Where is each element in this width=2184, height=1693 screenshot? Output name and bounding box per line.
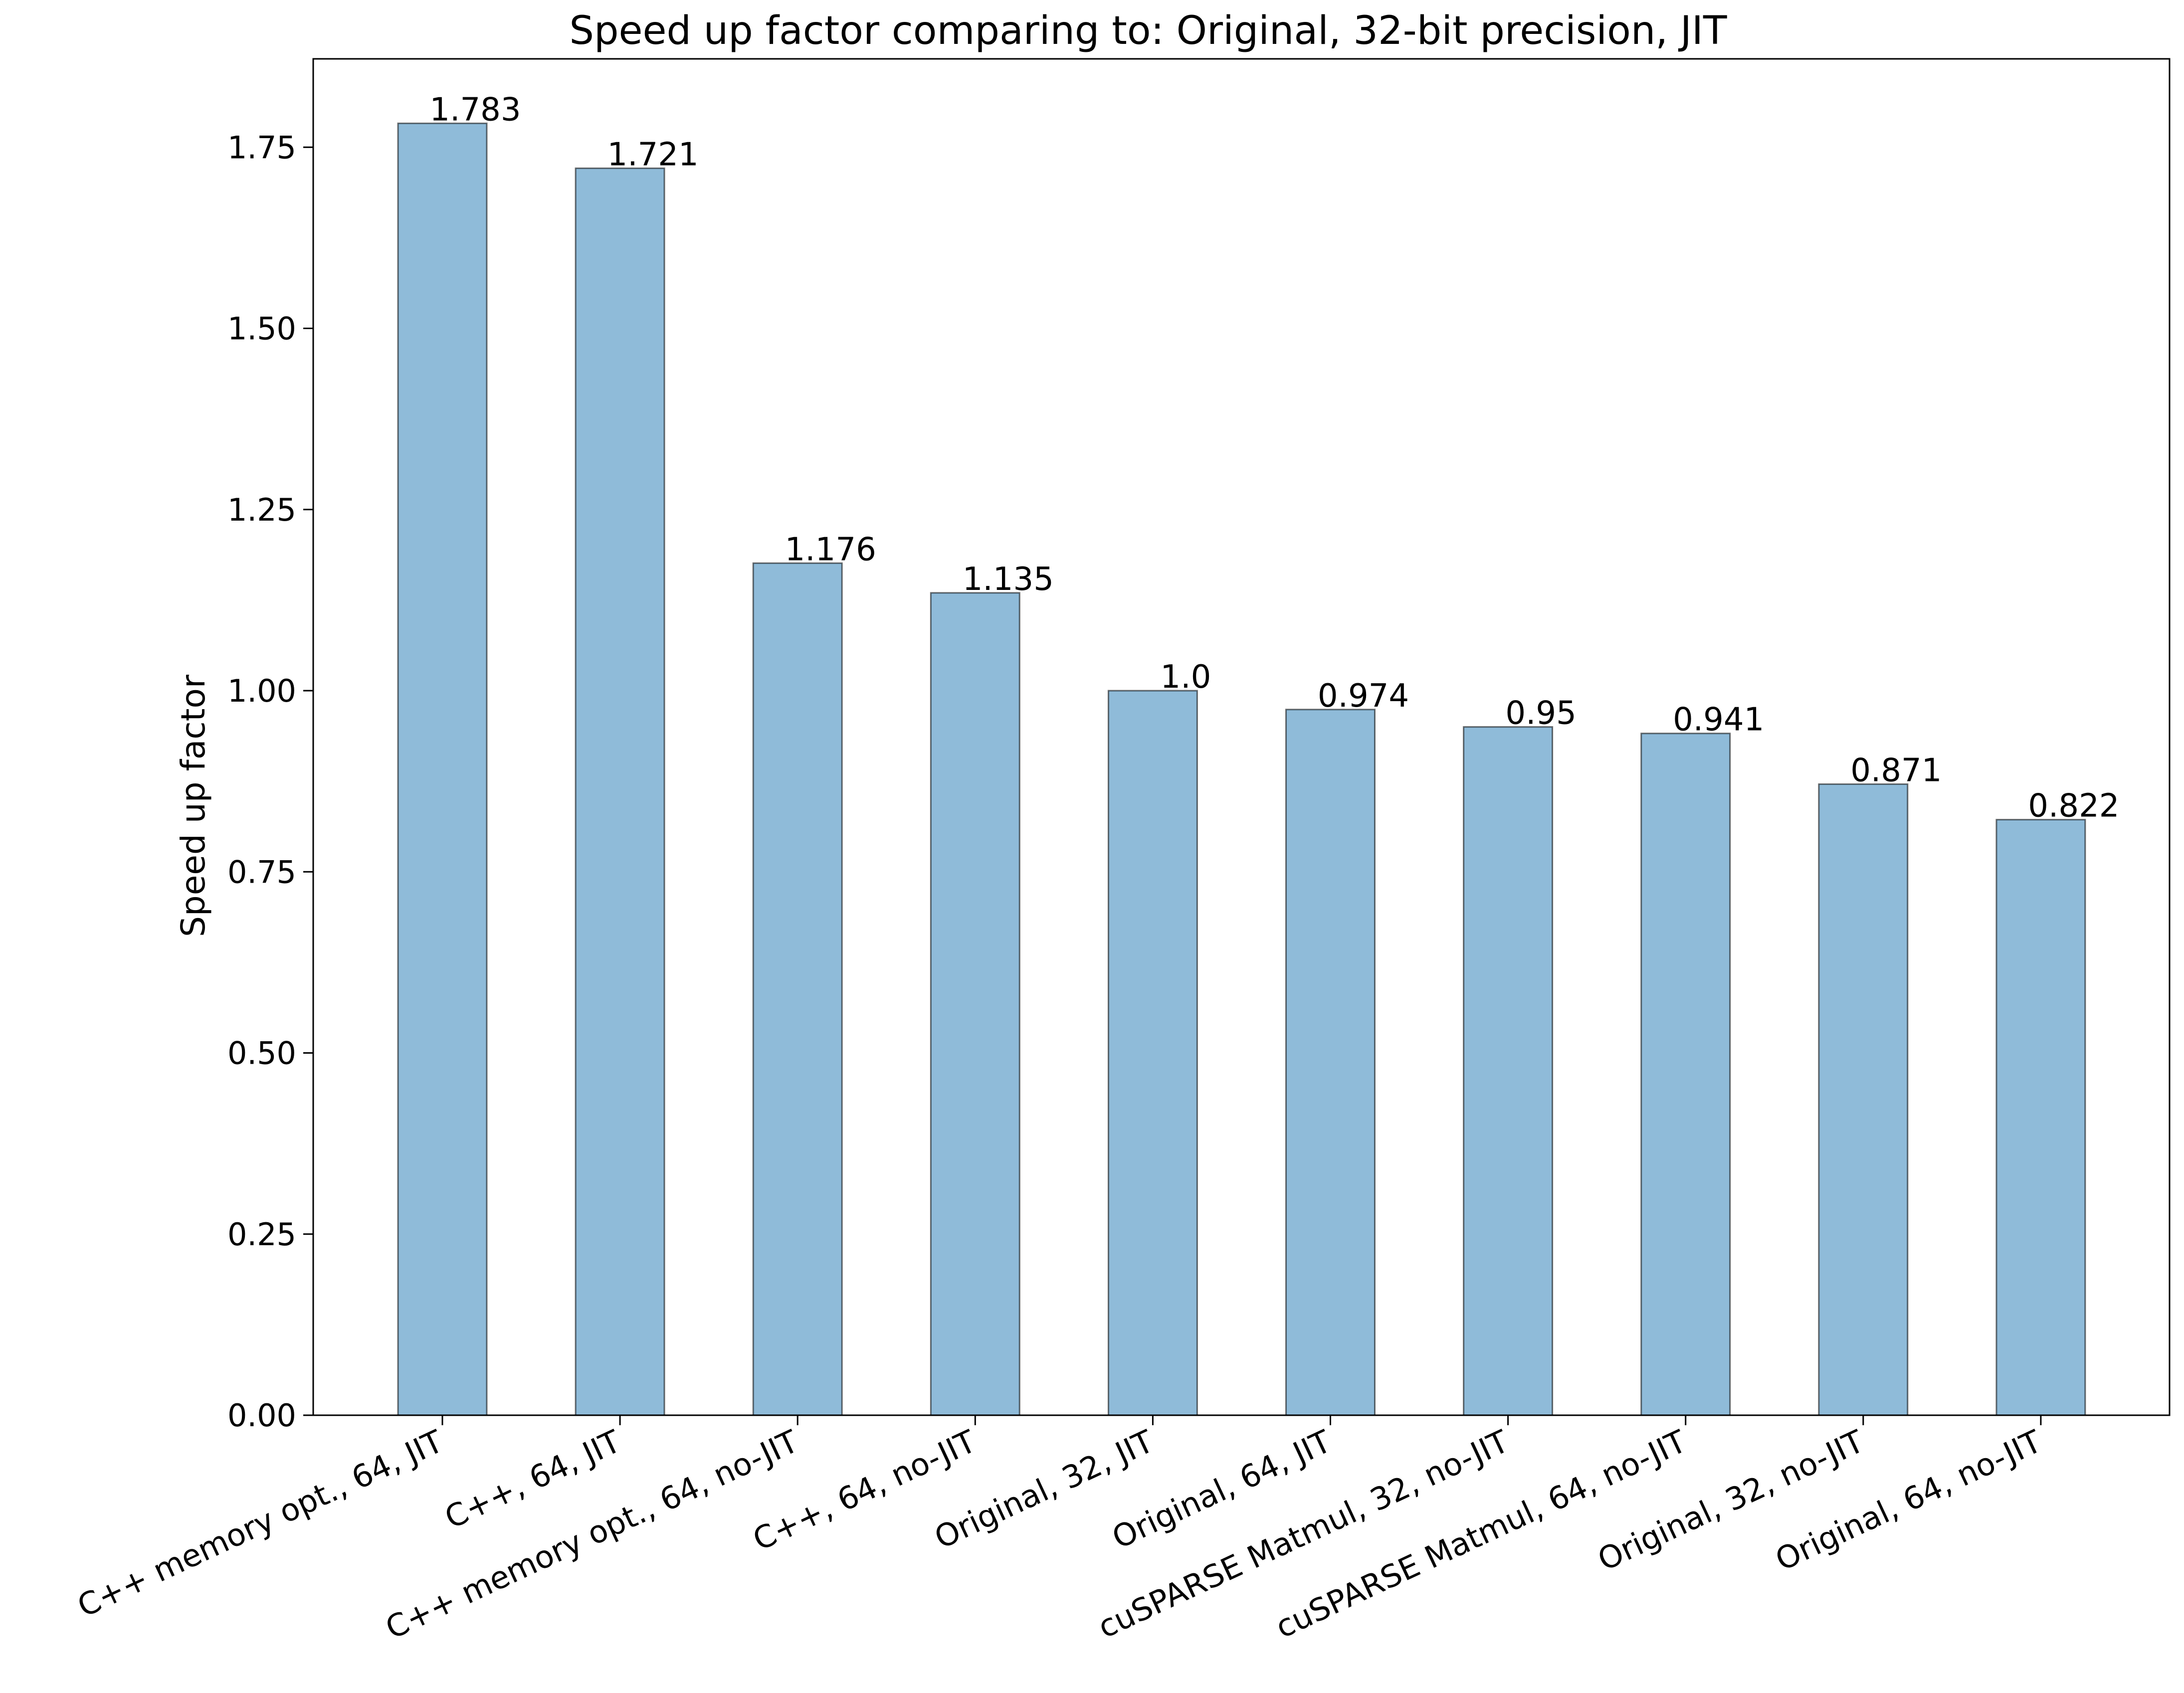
bar-10 <box>1995 819 2086 1416</box>
y-tick-label-4: 0.75 <box>227 854 296 890</box>
bar-value-label-4: 1.135 <box>963 561 1054 598</box>
bar-6 <box>1285 709 1376 1416</box>
bar-value-label-5: 1.0 <box>1161 659 1211 696</box>
bar-2 <box>575 167 665 1416</box>
bar-value-label-3: 1.176 <box>785 531 876 568</box>
y-tick-label-2: 0.25 <box>227 1216 296 1253</box>
bar-value-label-10: 0.822 <box>2028 788 2119 825</box>
y-tick-label-8: 1.75 <box>227 129 296 166</box>
bar-7 <box>1463 726 1554 1416</box>
bar-value-label-8: 0.941 <box>1673 702 1764 739</box>
bar-5 <box>1107 690 1198 1416</box>
y-tick-label-3: 0.50 <box>227 1035 296 1072</box>
y-tick-label-1: 0.00 <box>227 1397 296 1434</box>
bar-8 <box>1640 733 1731 1416</box>
bar-value-label-7: 0.95 <box>1505 695 1577 732</box>
bar-value-label-1: 1.783 <box>429 91 521 128</box>
y-tick-label-6: 1.25 <box>227 492 296 528</box>
bar-3 <box>752 562 843 1416</box>
y-tick-label-7: 1.50 <box>227 311 296 347</box>
bar-1 <box>397 122 488 1416</box>
chart-title: Speed up factor comparing to: Original, … <box>570 8 1727 53</box>
bar-value-label-2: 1.721 <box>607 136 698 173</box>
plot-area-frame <box>312 58 2171 1416</box>
bar-4 <box>930 592 1020 1416</box>
bar-labels-layer: 1.783 1.721 1.176 1.135 1.0 0.974 0.95 0.941 0.8… <box>429 91 2119 824</box>
y-axis: 0.00 0.25 0.50 0.75 1.00 1.25 1.50 1.75 <box>227 129 313 1434</box>
y-axis-label: Speed up factor <box>174 674 212 937</box>
bar-9 <box>1818 783 1909 1416</box>
y-tick-label-5: 1.00 <box>227 673 296 709</box>
bar-value-label-6: 0.974 <box>1318 678 1409 715</box>
bars-layer <box>397 122 2086 1416</box>
bar-value-label-9: 0.871 <box>1850 752 1942 789</box>
